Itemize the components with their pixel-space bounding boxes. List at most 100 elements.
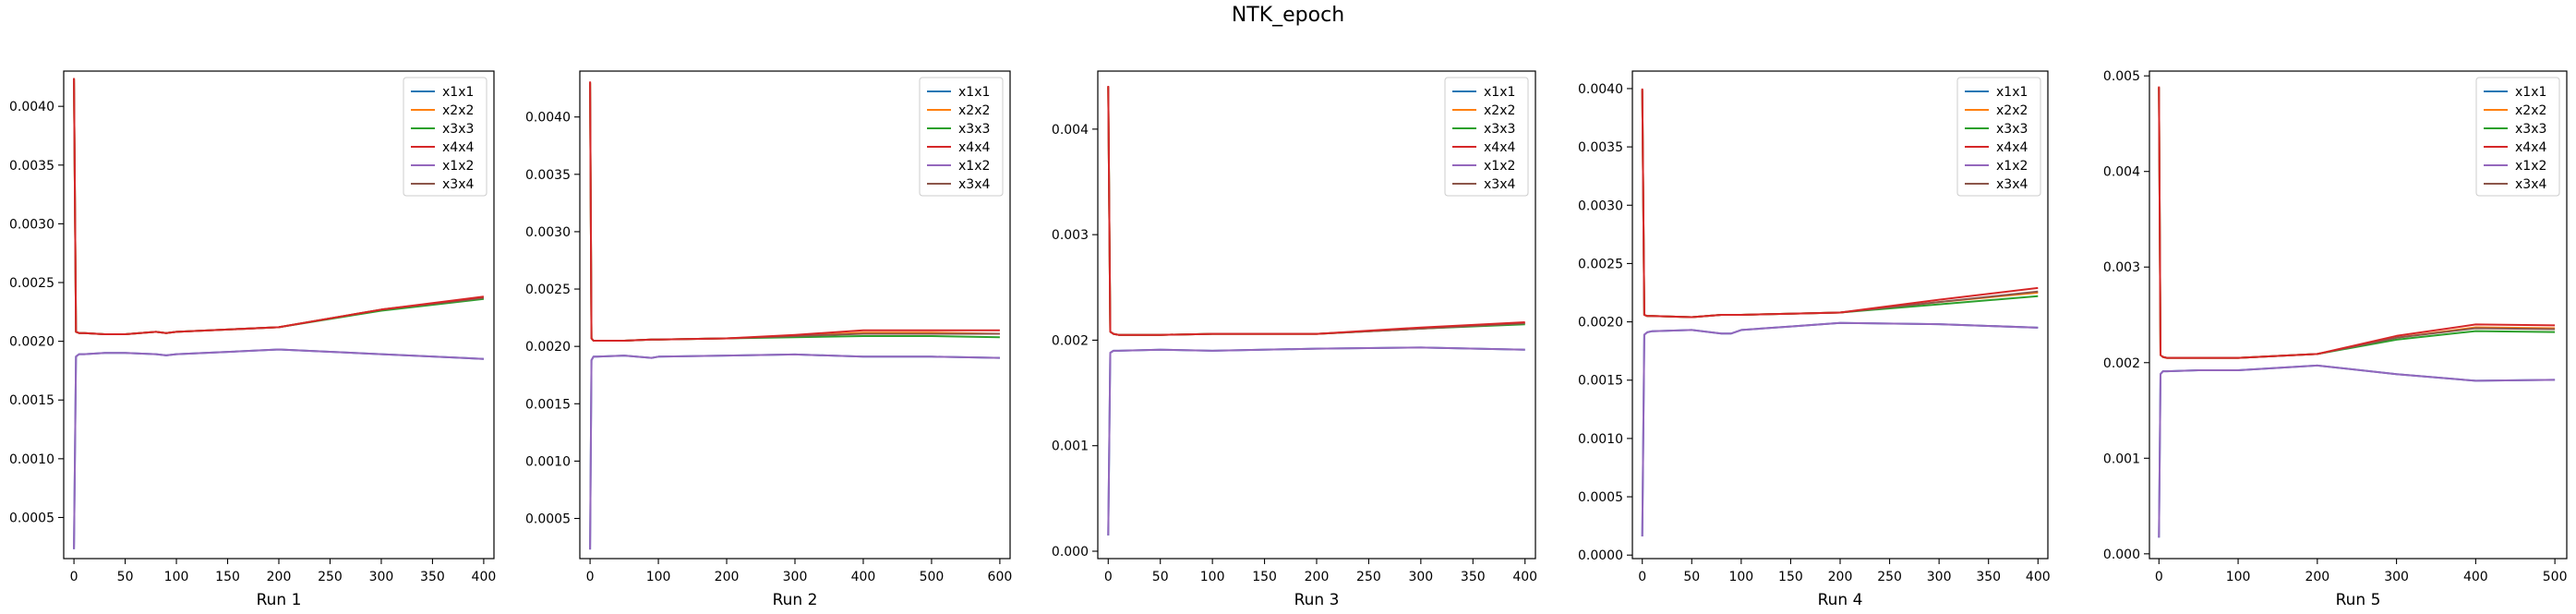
y-tick-label: 0.0030 xyxy=(9,217,54,232)
y-tick-label: 0.0025 xyxy=(1578,257,1623,271)
x-tick-label: 300 xyxy=(2384,570,2409,584)
legend-label-x3x3: x3x3 xyxy=(1996,122,2028,137)
legend: x1x1 x2x2 x3x3 x4x4 x1x2 x3x4 xyxy=(2475,77,2560,197)
x-tick-label: 0 xyxy=(1638,570,1646,584)
legend: x1x1 x2x2 x3x3 x4x4 x1x2 x3x4 xyxy=(1444,77,1529,197)
legend-label-x1x1: x1x1 xyxy=(958,85,990,100)
y-tick-label: 0.0000 xyxy=(1578,548,1623,563)
y-tick-label: 0.0015 xyxy=(525,397,571,412)
y-tick-label: 0.000 xyxy=(2103,548,2140,562)
x-axis-label: Run 2 xyxy=(773,591,818,609)
x-tick-label: 200 xyxy=(267,570,292,584)
legend-label-x1x2: x1x2 xyxy=(1996,159,2028,174)
series-line-x1x2 xyxy=(2158,364,2556,538)
y-tick-label: 0.0040 xyxy=(9,100,54,114)
y-tick-label: 0.0010 xyxy=(9,452,54,467)
y-tick-label: 0.0040 xyxy=(525,111,571,126)
y-tick-label: 0.0015 xyxy=(1578,374,1623,389)
series-line-x1x2 xyxy=(1107,346,1525,536)
x-tick-label: 150 xyxy=(1778,570,1803,584)
legend-label-x3x3: x3x3 xyxy=(2515,122,2546,137)
x-tick-label: 400 xyxy=(2463,570,2488,584)
legend: x1x1 x2x2 x3x3 x4x4 x1x2 x3x4 xyxy=(1956,77,2041,197)
series-line-x4x4 xyxy=(589,81,1000,342)
y-tick-label: 0.0025 xyxy=(525,283,571,297)
x-axis-label: Run 3 xyxy=(1294,591,1340,609)
legend: x1x1 x2x2 x3x3 x4x4 x1x2 x3x4 xyxy=(403,77,488,197)
x-tick-label: 200 xyxy=(2305,570,2329,584)
x-axis-label: Run 4 xyxy=(1818,591,1863,609)
y-tick-label: 0.000 xyxy=(1052,545,1089,560)
legend-label-x1x2: x1x2 xyxy=(958,159,990,174)
series-line-x4x4 xyxy=(1641,88,2039,319)
series-line-x1x2 xyxy=(589,353,1000,550)
x-tick-label: 500 xyxy=(2543,570,2568,584)
y-tick-label: 0.0030 xyxy=(525,225,571,240)
x-tick-label: 200 xyxy=(1828,570,1853,584)
x-tick-label: 400 xyxy=(472,570,497,584)
x-tick-label: 250 xyxy=(318,570,343,584)
legend-label-x1x1: x1x1 xyxy=(442,85,474,100)
y-tick-label: 0.004 xyxy=(1052,123,1089,138)
subplot-run-1: 0 50 100 150 200 250 300 350 400 0.0005 0.0010 0.00… xyxy=(9,70,497,609)
series-line-x4x4 xyxy=(1107,85,1525,336)
legend-label-x1x2: x1x2 xyxy=(442,159,474,174)
x-tick-label: 100 xyxy=(2226,570,2251,584)
x-tick-label: 50 xyxy=(1152,570,1169,584)
x-tick-label: 300 xyxy=(369,570,394,584)
x-tick-label: 400 xyxy=(851,570,876,584)
legend-label-x3x3: x3x3 xyxy=(442,122,474,137)
legend-label-x3x4: x3x4 xyxy=(2515,177,2546,192)
legend-label-x4x4: x4x4 xyxy=(1996,140,2028,155)
y-tick-label: 0.0020 xyxy=(525,340,571,355)
y-tick-label: 0.0010 xyxy=(525,454,571,469)
series-line-x4x4 xyxy=(73,78,485,335)
y-tick-label: 0.002 xyxy=(2103,356,2140,371)
x-tick-label: 150 xyxy=(215,570,240,584)
x-tick-label: 350 xyxy=(420,570,445,584)
y-tick-label: 0.0010 xyxy=(1578,432,1623,447)
x-tick-label: 200 xyxy=(1305,570,1330,584)
y-tick-label: 0.0030 xyxy=(1578,199,1623,213)
legend-label-x3x4: x3x4 xyxy=(442,177,474,192)
y-tick-label: 0.0015 xyxy=(9,393,54,408)
x-tick-label: 400 xyxy=(2026,570,2051,584)
x-tick-label: 0 xyxy=(2155,570,2163,584)
x-axis-label: Run 1 xyxy=(257,591,302,609)
legend-label-x2x2: x2x2 xyxy=(958,103,990,118)
legend-label-x2x2: x2x2 xyxy=(1996,103,2028,118)
legend-label-x1x1: x1x1 xyxy=(1996,85,2028,100)
legend-label-x1x2: x1x2 xyxy=(1484,159,1515,174)
x-tick-label: 100 xyxy=(1728,570,1753,584)
figure-title: NTK_epoch xyxy=(1231,4,1345,27)
legend-label-x4x4: x4x4 xyxy=(2515,140,2546,155)
x-tick-label: 250 xyxy=(1356,570,1381,584)
legend-label-x2x2: x2x2 xyxy=(1484,103,1515,118)
x-tick-label: 400 xyxy=(1512,570,1537,584)
axes-frame xyxy=(2149,70,2568,560)
legend-label-x1x1: x1x1 xyxy=(2515,85,2546,100)
y-tick-label: 0.0035 xyxy=(525,168,571,183)
legend-label-x2x2: x2x2 xyxy=(442,103,474,118)
y-tick-label: 0.0005 xyxy=(9,511,54,525)
x-tick-label: 300 xyxy=(1927,570,1952,584)
legend-label-x2x2: x2x2 xyxy=(2515,103,2546,118)
series-line-x4x4 xyxy=(2158,86,2556,359)
x-tick-label: 0 xyxy=(586,570,595,584)
x-tick-label: 500 xyxy=(920,570,945,584)
x-tick-label: 50 xyxy=(117,570,134,584)
y-tick-label: 0.0005 xyxy=(1578,490,1623,505)
series-line-x1x2 xyxy=(1641,321,2039,537)
y-tick-label: 0.0020 xyxy=(1578,316,1623,331)
legend-label-x4x4: x4x4 xyxy=(958,140,990,155)
y-tick-label: 0.0025 xyxy=(9,276,54,291)
subplot-run-4: 0 50 100 150 200 250 300 350 400 0.0000 0.0005 0.00… xyxy=(1578,70,2051,609)
y-tick-label: 0.0005 xyxy=(525,512,571,527)
legend: x1x1 x2x2 x3x3 x4x4 x1x2 x3x4 xyxy=(919,77,1004,197)
subplot-run-5: 0 100 200 300 400 500 0.000 0.001 0.002 0.003 0.00… xyxy=(2103,69,2568,609)
x-tick-label: 300 xyxy=(1408,570,1433,584)
y-tick-label: 0.003 xyxy=(1052,228,1089,243)
x-tick-label: 350 xyxy=(1461,570,1486,584)
legend-label-x1x2: x1x2 xyxy=(2515,159,2546,174)
